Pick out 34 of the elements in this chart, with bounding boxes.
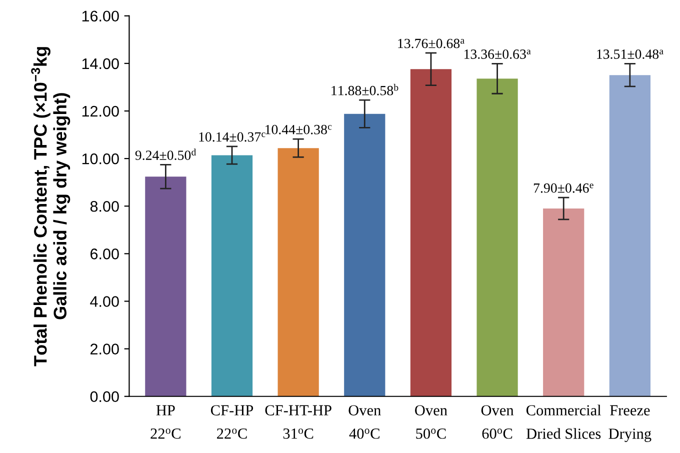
x-tick-label: Oven 40$^{o}$C [348, 405, 381, 439]
text: Total Phenolic Content, TPC (×10$^{−3}$kg Gallic acid / kg dry weight) [31, 47, 70, 366]
data-label: 10.44±0.38$^{c}$ [266, 124, 332, 134]
y-tick-label: 8.00 [90, 200, 119, 212]
y-tick-label: 16.00 [82, 10, 119, 22]
y-tick-label: 12.00 [82, 106, 119, 117]
bar [211, 155, 253, 396]
y-tick-label: 6.00 [90, 248, 119, 260]
y-tick-label: 14.00 [82, 58, 119, 70]
x-tick-label: Oven 60$^{o}$C [481, 405, 514, 439]
bar [543, 208, 584, 396]
data-label: 13.36±0.63$^{a}$ [464, 49, 531, 59]
data-label: 13.51±0.48$^{a}$ [597, 49, 664, 59]
x-tick-label: Commercial Dried Slices [526, 404, 602, 439]
y-tick-label: 0.00 [90, 391, 119, 402]
y-tick-label: 4.00 [90, 296, 119, 307]
x-tick-label: CF-HP 22$^{o}$C [210, 405, 254, 439]
data-label: 7.90±0.46$^{e}$ [534, 183, 594, 193]
bar [410, 69, 452, 396]
x-tick-label: CF-HT-HP 31$^{o}$C [265, 405, 332, 439]
bar [476, 78, 518, 396]
bar [278, 148, 319, 396]
bar [145, 176, 186, 396]
bar [609, 75, 650, 396]
x-tick-label: Freeze Drying [608, 405, 652, 442]
data-label: 9.24±0.50$^{d}$ [135, 148, 196, 160]
y-tick-label: 2.00 [90, 344, 119, 354]
x-tick-label: Oven 50$^{o}$C [415, 405, 448, 439]
data-label: 11.88±0.58$^{b}$ [332, 84, 398, 96]
data-label: 13.76±0.68$^{a}$ [398, 38, 464, 48]
y-tick-label: 10.00 [82, 153, 119, 164]
data-label: 10.14±0.37$^{c}$ [199, 132, 266, 142]
bar [344, 114, 386, 396]
x-tick-label: HP 22$^{o}$C [150, 405, 180, 439]
